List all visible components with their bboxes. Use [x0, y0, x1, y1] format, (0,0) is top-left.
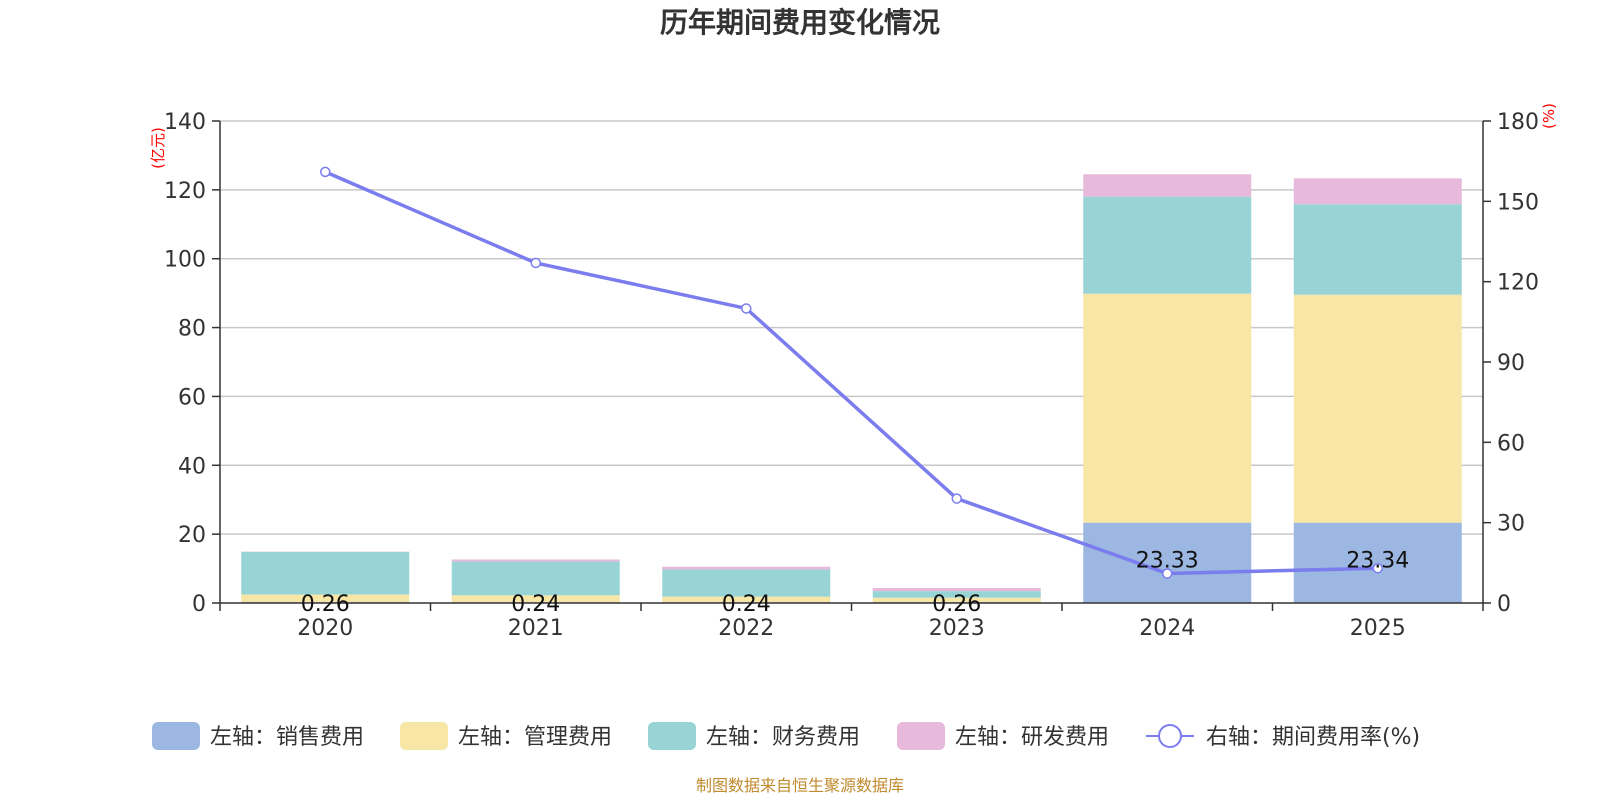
- bar-value-label: 0.24: [511, 592, 560, 617]
- bar-segment: [872, 597, 1041, 603]
- rate-point: [951, 493, 962, 504]
- bar-segment: [1293, 294, 1462, 523]
- legend-marker: [1158, 724, 1182, 748]
- rate-point: [741, 303, 752, 314]
- left-tick-label: 0: [192, 592, 206, 617]
- x-tick-label: 2024: [1139, 616, 1195, 641]
- rate-point: [530, 257, 541, 269]
- bar-value-labels: 0.26 0.24 0.24 0.26 23.33 23.34: [301, 549, 1409, 617]
- x-tick-label: 2020: [297, 616, 353, 641]
- rate-point: [320, 166, 331, 178]
- bar-segment: [451, 561, 620, 596]
- bar-segment: [451, 559, 620, 562]
- bar-segment: [662, 566, 831, 570]
- rate-line-path: [324, 170, 1378, 576]
- bar-segment: [241, 594, 410, 603]
- rate-line: [320, 166, 1383, 579]
- right-tick-label: 30: [1497, 512, 1525, 537]
- legend: 左轴：销售费用 左轴：管理费用 左轴：财务费用 左轴：研发费用 右轴：期间费用率(%): [152, 722, 1420, 750]
- bar-segment: [1083, 522, 1252, 603]
- bar-segment: [1293, 522, 1462, 603]
- left-tick-label: 120: [164, 179, 206, 204]
- bar-value-label: 23.33: [1136, 549, 1199, 574]
- bar-segment: [1293, 204, 1462, 295]
- bar-value-label: 23.34: [1346, 549, 1409, 574]
- left-tick-label: 40: [178, 454, 206, 479]
- legend-swatch: [897, 722, 945, 750]
- bar-value-label: 0.26: [301, 592, 350, 617]
- legend-swatch: [400, 722, 448, 750]
- bar-stacks: [241, 174, 1462, 603]
- legend-swatch: [152, 722, 200, 750]
- legend-label: 左轴：财务费用: [706, 725, 860, 750]
- bar-segment: [241, 551, 410, 595]
- bar-value-label: 0.26: [932, 592, 981, 617]
- left-tick-label: 20: [178, 523, 206, 548]
- legend-swatch: [648, 722, 696, 750]
- rate-point: [1162, 568, 1173, 579]
- x-tick-label: 2023: [929, 616, 985, 641]
- bar-segment: [872, 591, 1041, 598]
- rate-point: [1372, 562, 1383, 574]
- bar-value-label: 0.24: [722, 592, 771, 617]
- legend-label: 左轴：管理费用: [458, 725, 612, 750]
- legend-label: 右轴：期间费用率(%): [1206, 725, 1420, 750]
- source-note: 制图数据来自恒生聚源数据库: [696, 776, 904, 795]
- gridlines: [220, 120, 1483, 535]
- left-tick-label: 100: [164, 248, 206, 273]
- legend-label: 左轴：销售费用: [210, 725, 364, 750]
- bar-segment: [1083, 174, 1252, 197]
- right-tick-label: 180: [1497, 110, 1539, 135]
- right-tick-label: 90: [1497, 351, 1525, 376]
- bar-segment: [662, 596, 831, 603]
- left-tick-label: 140: [164, 110, 206, 135]
- bar-segment: [1083, 196, 1252, 294]
- right-axis-unit: (%): [1540, 103, 1558, 129]
- bar-segment: [872, 587, 1041, 592]
- x-tick-label: 2021: [508, 616, 564, 641]
- right-tick-label: 60: [1497, 431, 1525, 456]
- bar-segment: [1293, 178, 1462, 205]
- right-tick-label: 120: [1497, 271, 1539, 296]
- legend-label: 左轴：研发费用: [955, 725, 1109, 750]
- right-tick-label: 150: [1497, 190, 1539, 215]
- bar-segment: [662, 569, 831, 597]
- axes: 0 20 40 60 80 100 120 140 0 30 60 90 120 150 180 2020 20…: [164, 110, 1539, 641]
- right-tick-label: 0: [1497, 592, 1511, 617]
- x-tick-label: 2022: [718, 616, 774, 641]
- left-axis-unit: (亿元): [149, 127, 167, 169]
- left-tick-label: 60: [178, 385, 206, 410]
- bar-segment: [451, 595, 620, 603]
- chart-title: 历年期间费用变化情况: [660, 6, 940, 39]
- bar-segment: [1083, 293, 1252, 523]
- left-tick-label: 80: [178, 317, 206, 342]
- x-tick-label: 2025: [1350, 616, 1406, 641]
